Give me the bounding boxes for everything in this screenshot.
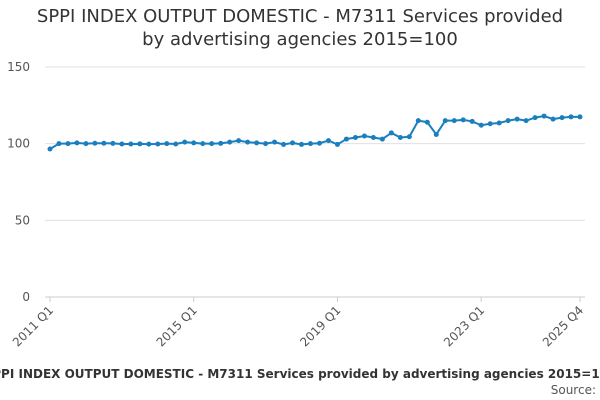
point	[523, 118, 529, 124]
point	[56, 141, 62, 147]
point	[263, 141, 269, 147]
point	[155, 141, 161, 147]
point	[478, 122, 484, 128]
point	[83, 141, 89, 147]
point	[532, 115, 538, 121]
point	[281, 141, 287, 147]
point	[128, 141, 134, 147]
point	[541, 113, 547, 119]
point	[308, 141, 314, 147]
point	[74, 140, 80, 146]
point	[218, 140, 224, 146]
point	[388, 130, 394, 136]
point	[496, 120, 502, 126]
point	[209, 141, 215, 147]
point	[65, 141, 71, 147]
chart-title: by advertising agencies 2015=100	[142, 29, 458, 50]
point	[487, 121, 493, 127]
y-tick-label: 0	[22, 290, 30, 304]
x-tick-label: 2011 Q1	[10, 303, 56, 349]
point	[236, 138, 242, 144]
point	[47, 146, 53, 152]
x-tick-label: 2025 Q4	[540, 303, 586, 349]
point	[290, 140, 296, 146]
point	[514, 116, 520, 122]
point	[469, 118, 475, 124]
point	[370, 135, 376, 141]
point	[406, 134, 412, 140]
point	[424, 119, 430, 125]
point	[433, 131, 439, 137]
point	[397, 135, 403, 141]
point	[227, 139, 233, 145]
point	[577, 114, 583, 120]
point	[92, 140, 98, 146]
point	[173, 141, 179, 147]
point	[110, 140, 116, 146]
y-tick-label: 50	[15, 213, 30, 227]
point	[343, 136, 349, 142]
point	[460, 117, 466, 123]
point	[254, 140, 260, 146]
caption: SPPI INDEX OUTPUT DOMESTIC - M7311 Servi…	[0, 367, 600, 381]
point	[505, 118, 511, 124]
point	[137, 141, 143, 147]
y-tick-label: 100	[7, 137, 30, 151]
point	[101, 140, 107, 146]
point	[568, 114, 574, 120]
x-tick-label: 2023 Q1	[441, 303, 487, 349]
point	[334, 141, 340, 147]
source: Source:	[551, 383, 596, 397]
point	[200, 141, 206, 147]
point	[550, 116, 556, 122]
point	[299, 141, 305, 147]
point	[361, 133, 367, 139]
point	[415, 118, 421, 124]
point	[316, 140, 322, 146]
point	[379, 136, 385, 142]
x-tick-label: 2019 Q1	[297, 303, 343, 349]
point	[451, 118, 457, 124]
point	[164, 141, 170, 147]
point	[119, 141, 125, 147]
chart-title: SPPI INDEX OUTPUT DOMESTIC - M7311 Servi…	[37, 6, 563, 27]
point	[442, 118, 448, 124]
point	[146, 141, 152, 147]
point	[191, 140, 197, 146]
point	[352, 135, 358, 141]
point	[245, 139, 251, 145]
y-tick-label: 150	[7, 60, 30, 74]
point	[182, 139, 188, 145]
point	[272, 139, 278, 145]
x-tick-label: 2015 Q1	[154, 303, 200, 349]
point	[559, 115, 565, 121]
point	[325, 138, 331, 144]
